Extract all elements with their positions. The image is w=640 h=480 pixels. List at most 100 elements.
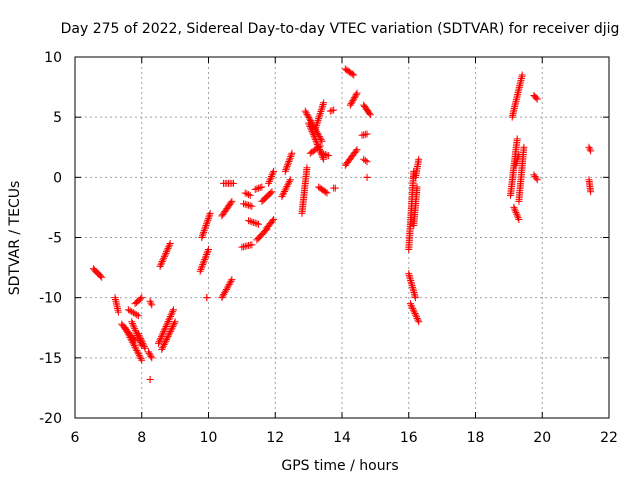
- data-point: [166, 312, 174, 320]
- data-point: [414, 316, 422, 324]
- data-point: [246, 217, 254, 225]
- data-point: [316, 109, 324, 117]
- data-point: [203, 251, 211, 259]
- data-point: [532, 94, 540, 102]
- data-point: [197, 266, 205, 274]
- data-point: [267, 172, 275, 180]
- x-tick-label: 8: [137, 430, 146, 446]
- data-point: [136, 353, 144, 361]
- data-point: [413, 183, 421, 191]
- data-point: [305, 119, 313, 127]
- data-point: [160, 254, 168, 262]
- x-tick-label: 14: [333, 430, 351, 446]
- data-point: [415, 155, 423, 163]
- data-point: [163, 321, 171, 329]
- data-point: [205, 246, 212, 254]
- data-point: [585, 143, 593, 151]
- data-point: [136, 333, 144, 341]
- data-point: [587, 147, 595, 155]
- data-point: [198, 234, 206, 241]
- data-point: [133, 311, 141, 319]
- data-point: [141, 344, 149, 352]
- data-point: [163, 246, 171, 254]
- data-point: [265, 178, 273, 186]
- data-point: [353, 146, 361, 154]
- data-point: [411, 294, 419, 302]
- data-point: [206, 209, 214, 217]
- data-point: [306, 122, 314, 130]
- data-point: [129, 338, 137, 346]
- data-point: [158, 257, 166, 265]
- data-point: [135, 351, 143, 359]
- data-point: [198, 232, 206, 240]
- data-point: [515, 150, 523, 158]
- data-point: [248, 218, 256, 226]
- data-point: [127, 335, 135, 343]
- data-point: [323, 151, 331, 159]
- data-point: [196, 267, 204, 275]
- x-tick-label: 16: [400, 430, 418, 446]
- data-point: [513, 210, 521, 218]
- data-point: [312, 123, 320, 131]
- data-point: [307, 124, 315, 132]
- data-point: [148, 301, 156, 309]
- data-point: [241, 189, 249, 197]
- y-axis-label: SDTVAR / TECUs: [7, 181, 23, 296]
- data-point: [255, 220, 263, 228]
- data-point: [159, 256, 167, 264]
- data-point: [124, 329, 132, 337]
- data-point: [318, 104, 326, 112]
- grid-lines: [75, 57, 609, 418]
- data-point: [412, 311, 420, 319]
- data-point: [533, 176, 541, 184]
- data-point: [280, 189, 288, 197]
- data-point: [200, 227, 208, 235]
- data-point: [129, 340, 137, 348]
- data-point: [166, 328, 174, 336]
- data-point: [511, 207, 519, 215]
- data-point: [268, 217, 276, 225]
- data-point: [303, 110, 311, 118]
- data-point: [320, 150, 328, 158]
- data-point: [363, 158, 371, 166]
- data-point: [126, 333, 134, 341]
- data-point: [124, 330, 132, 338]
- data-point: [220, 290, 228, 298]
- data-point: [125, 332, 133, 340]
- data-point: [158, 331, 166, 339]
- data-point: [169, 307, 177, 315]
- data-point: [201, 223, 209, 231]
- data-point: [320, 99, 328, 107]
- data-point: [166, 329, 174, 337]
- y-tick-label: 0: [53, 170, 62, 186]
- data-point: [163, 319, 171, 327]
- data-point: [199, 259, 207, 267]
- data-point: [268, 188, 276, 196]
- data-point: [128, 318, 136, 326]
- data-point: [269, 169, 277, 177]
- data-point: [314, 118, 322, 126]
- data-point: [287, 151, 295, 159]
- data-point: [285, 157, 293, 165]
- data-point: [513, 212, 521, 220]
- data-point: [159, 342, 167, 350]
- data-point: [203, 249, 211, 257]
- data-point: [197, 264, 205, 272]
- data-point: [145, 349, 153, 357]
- data-point: [219, 292, 227, 300]
- data-point: [415, 318, 423, 326]
- data-point: [156, 336, 164, 344]
- data-point: [311, 136, 319, 144]
- data-point: [512, 209, 520, 217]
- data-point: [134, 350, 142, 358]
- data-point: [199, 230, 207, 238]
- data-point: [256, 184, 264, 192]
- data-point: [285, 177, 293, 185]
- data-point: [160, 328, 168, 336]
- data-point: [532, 174, 540, 182]
- data-point: [227, 277, 235, 285]
- data-point: [225, 281, 233, 289]
- data-point: [363, 130, 371, 138]
- data-point: [171, 318, 179, 326]
